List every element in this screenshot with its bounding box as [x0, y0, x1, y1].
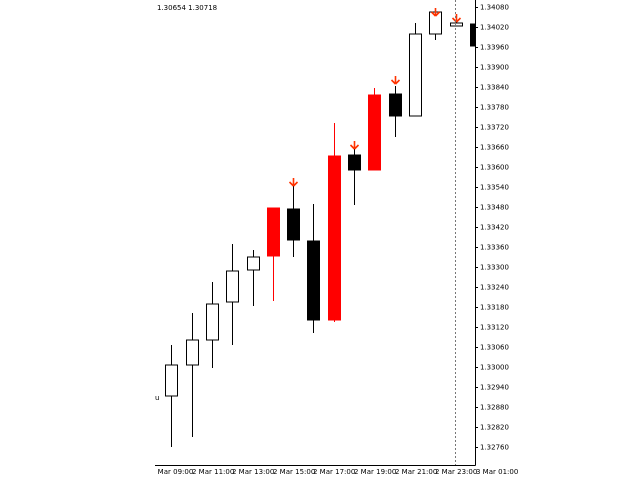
candle-body [389, 93, 402, 117]
y-tick-label: 1.33780 [480, 104, 509, 112]
candle-body [328, 155, 341, 321]
y-tick-label: 1.34020 [480, 24, 509, 32]
y-tick-label: 1.33480 [480, 204, 509, 212]
candle-body [470, 23, 475, 47]
y-tick-label: 1.33720 [480, 124, 509, 132]
y-tick-label: 1.33180 [480, 304, 509, 312]
y-tick-label: 1.34080 [480, 4, 509, 12]
y-tick-label: 1.33960 [480, 44, 509, 52]
candle-body [267, 207, 280, 257]
candle-body [206, 303, 219, 341]
x-tick-label: 2 Mar 23:00 [435, 468, 477, 476]
candle-body [307, 240, 320, 321]
candle-body [287, 208, 300, 241]
x-tick-label: 2 Mar 09:00 [151, 468, 193, 476]
y-tick-label: 1.32760 [480, 444, 509, 452]
y-tick-label: 1.32940 [480, 384, 509, 392]
x-tick-label: 2 Mar 21:00 [395, 468, 437, 476]
y-tick-label: 1.33360 [480, 244, 509, 252]
y-tick-label: 1.33420 [480, 224, 509, 232]
candle-body [409, 33, 422, 117]
y-tick-label: 1.33840 [480, 84, 509, 92]
x-tick-label: 2 Mar 13:00 [232, 468, 274, 476]
candle-body [186, 339, 199, 366]
y-tick-label: 1.33900 [480, 64, 509, 72]
x-tick-label: 2 Mar 17:00 [313, 468, 355, 476]
y-tick-label: 1.33660 [480, 144, 509, 152]
y-tick-label: 1.33120 [480, 324, 509, 332]
candle-body [348, 154, 361, 171]
candle-body [226, 270, 239, 303]
signal-arrow [390, 76, 401, 85]
y-tick-label: 1.33600 [480, 164, 509, 172]
candle-body [165, 364, 178, 397]
y-tick-label: 1.33540 [480, 184, 509, 192]
y-tick-label: 1.33300 [480, 264, 509, 272]
signal-arrow [349, 141, 360, 150]
y-tick-label: 1.32880 [480, 404, 509, 412]
signal-arrow [430, 8, 441, 17]
y-tick-label: 1.32820 [480, 424, 509, 432]
candle-body [450, 22, 463, 27]
plot-area [165, 8, 475, 447]
x-tick-label: 2 Mar 11:00 [192, 468, 234, 476]
candle-body [368, 94, 381, 171]
x-tick-label: 2 Mar 19:00 [354, 468, 396, 476]
y-tick-label: 1.33000 [480, 364, 509, 372]
annotation: u [155, 394, 159, 402]
ohlc-info: 1.30654 1.30718 [157, 4, 217, 12]
x-tick-label: 3 Mar 01:00 [476, 468, 518, 476]
signal-arrow [288, 178, 299, 187]
x-axis-labels: 2 Mar 09:002 Mar 11:002 Mar 13:002 Mar 1… [151, 468, 518, 476]
y-tick-label: 1.33240 [480, 284, 509, 292]
x-tick-label: 2 Mar 15:00 [273, 468, 315, 476]
y-tick-label: 1.33060 [480, 344, 509, 352]
candle-body [247, 256, 260, 271]
